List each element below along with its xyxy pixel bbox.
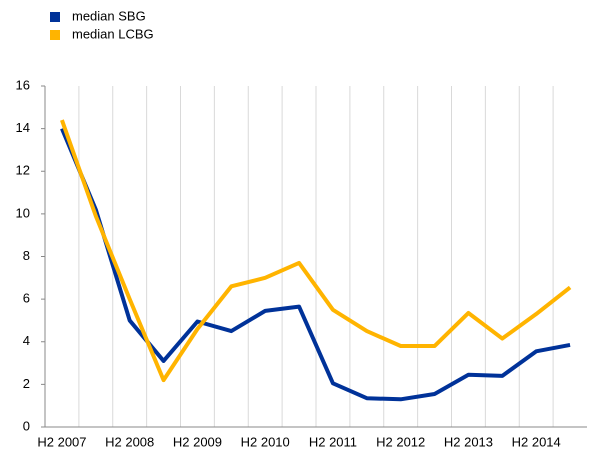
series-line <box>60 119 572 383</box>
y-tick-label: 16 <box>16 77 30 92</box>
x-tick-label: H2 2009 <box>173 434 222 449</box>
legend-label: median SBG <box>72 8 146 23</box>
legend-label: median LCBG <box>72 26 154 41</box>
y-tick-label: 12 <box>16 163 30 178</box>
x-tick-label: H2 2014 <box>512 434 561 449</box>
y-tick-label: 8 <box>23 248 30 263</box>
x-tick-label: H2 2007 <box>37 434 86 449</box>
legend-swatch <box>50 30 60 40</box>
y-tick-label: 10 <box>16 205 30 220</box>
x-tick-label: H2 2012 <box>376 434 425 449</box>
x-tick-label: H2 2011 <box>309 434 357 449</box>
y-tick-label: 6 <box>23 291 30 306</box>
x-tick-label: H2 2013 <box>444 434 493 449</box>
y-tick-label: 14 <box>16 120 30 135</box>
legend-swatch <box>50 12 60 22</box>
y-tick-label: 4 <box>23 333 30 348</box>
x-tick-label: H2 2008 <box>105 434 154 449</box>
x-tick-label: H2 2010 <box>241 434 290 449</box>
y-tick-label: 2 <box>23 376 30 391</box>
y-tick-label: 0 <box>23 418 30 433</box>
